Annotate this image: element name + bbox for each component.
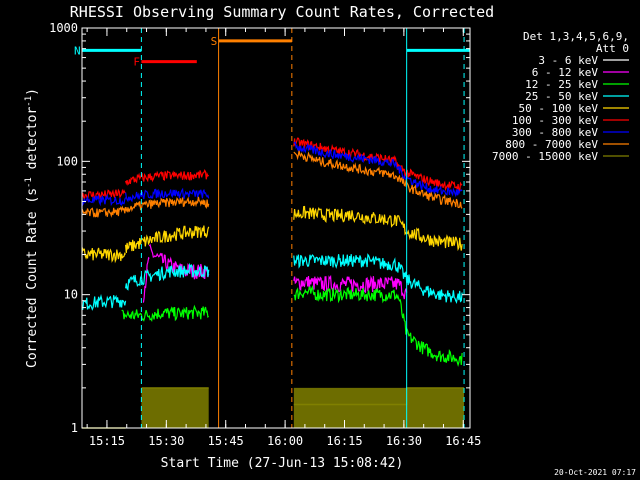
y-tick-label-2: 100 [56,154,78,168]
legend-label-7: 800 - 7000 keV [505,138,598,151]
series-5-segment-1 [125,169,210,186]
series-2-segment-1 [293,284,463,368]
series-6-segment-2 [293,141,463,198]
legend-label-4: 50 - 100 keV [519,102,599,115]
series-0-segment-3 [293,310,408,351]
x-tick-label-1: 15:30 [148,434,184,448]
series-5-segment-2 [293,137,463,192]
flag-label-2: S [211,35,218,48]
series-1-segment-2 [293,274,408,300]
legend-label-8: 7000 - 15000 keV [492,150,598,163]
series-3-segment-2 [293,253,463,304]
y-tick-label-0: 1 [71,421,78,435]
series-8-fill-1 [141,387,209,428]
chart-title: RHESSI Observing Summary Count Rates, Co… [70,3,494,21]
x-tick-label-6: 16:45 [445,434,481,448]
legend-label-1: 6 - 12 keV [532,66,599,79]
y-axis-label-sup2: -1 [24,96,34,107]
series-4 [81,205,463,264]
series-3-segment-1 [125,262,210,291]
legend-header-line1: Det 1,3,4,5,6,9, [523,30,629,43]
x-tick-label-0: 15:15 [89,434,125,448]
series-0-segment-0 [125,368,142,386]
legend-label-5: 100 - 300 keV [512,114,598,127]
series-7-segment-1 [125,196,210,213]
series-4-segment-0 [81,247,127,264]
legend-label-6: 300 - 800 keV [512,126,598,139]
series-6 [81,141,463,207]
series-6-segment-1 [125,187,210,203]
series-5-segment-0 [81,188,126,202]
legend-label-3: 25 - 50 keV [525,90,598,103]
plot-area: N F S [74,28,470,429]
plot-frame [81,27,471,429]
y-axis-label-main: Corrected Count Rate (s [25,188,40,368]
series-3 [81,253,463,311]
x-tick-label-3: 16:00 [267,434,303,448]
series-7-segment-2 [293,150,463,209]
y-axis-label-sup1: -1 [24,177,34,188]
axes: 1 10 100 1000 15:15 15:30 15:45 16:00 16:15 16:30… [49,21,481,448]
series-7 [81,150,463,218]
footer-date: 20-Oct-2021 07:17 [554,468,636,477]
flag-label-0: N [74,44,81,57]
series-2-segment-0 [121,304,210,322]
y-tick-label-1: 10 [64,288,78,302]
legend-header-line2: Att 0 [596,42,629,55]
x-tick-label-4: 16:15 [326,434,362,448]
x-axis-label: Start Time (27-Jun-13 15:08:42) [161,456,404,471]
series-8 [82,387,465,429]
series-8-fill-2 [293,387,465,428]
series-2 [121,284,463,368]
series-5 [81,137,463,202]
y-tick-label-3: 1000 [49,21,78,35]
series-4-segment-2 [293,205,463,252]
x-tick-label-5: 16:30 [386,434,422,448]
x-tick-label-2: 15:45 [208,434,244,448]
y-axis-label-end: ) [25,88,40,96]
legend-label-2: 12 - 25 keV [525,78,598,91]
series-4-segment-1 [125,225,210,253]
y-axis-label: Corrected Count Rate (s-1 detector-1) [24,88,40,368]
series-1-segment-0 [142,256,150,303]
series-6-segment-0 [81,193,127,207]
flag-label-1: F [133,56,140,69]
series-3-segment-0 [81,293,127,311]
legend-label-0: 3 - 6 keV [538,54,598,67]
series-7-segment-0 [81,205,127,218]
y-axis-label-mid: detector [25,107,40,178]
